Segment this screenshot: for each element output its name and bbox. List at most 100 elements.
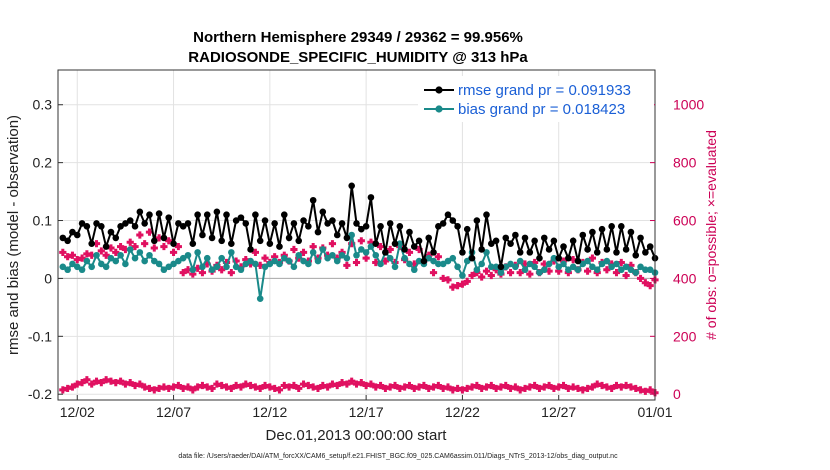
obs-count-point xyxy=(381,384,389,393)
obs-count-point xyxy=(348,240,356,248)
bias-point xyxy=(622,263,630,271)
rmse-point xyxy=(642,249,649,256)
bias-point xyxy=(88,263,96,271)
bias-point xyxy=(261,263,269,271)
obs-count-point xyxy=(502,381,510,390)
bias-point xyxy=(531,263,538,271)
obs-count-point xyxy=(516,386,524,394)
rmse-point xyxy=(261,217,269,224)
obs-count-point xyxy=(463,277,471,285)
bias-point xyxy=(83,257,91,265)
obs-count-point xyxy=(328,380,337,388)
obs-count-point xyxy=(636,386,645,394)
bias-point xyxy=(107,254,115,262)
rmse-point xyxy=(338,220,346,227)
rmse-point xyxy=(194,211,201,219)
bias-point xyxy=(237,266,245,274)
bias-point xyxy=(579,260,587,268)
rmse-point xyxy=(290,220,298,227)
obs-count-point xyxy=(372,383,380,391)
rmse-point xyxy=(521,234,529,242)
obs-count-point xyxy=(64,253,72,261)
obs-count-point xyxy=(343,261,351,269)
series-bias xyxy=(59,231,659,302)
obs-count-point xyxy=(251,383,259,391)
rmse-point xyxy=(88,240,96,247)
rmse-point xyxy=(285,234,293,242)
bias-point xyxy=(550,254,558,262)
legend-rmse-marker xyxy=(435,86,443,94)
obs-count-point xyxy=(641,387,649,395)
rmse-point xyxy=(386,220,394,227)
y-tick-label: 0 xyxy=(44,270,52,286)
bias-point xyxy=(372,251,380,259)
rmse-line xyxy=(62,185,656,267)
bias-point xyxy=(642,266,649,274)
bias-point xyxy=(112,257,120,265)
obs-count-point xyxy=(506,269,515,277)
obs-count-point xyxy=(348,377,356,385)
obs-count-point xyxy=(569,383,577,391)
rmse-point xyxy=(608,223,615,230)
rmse-point xyxy=(300,217,307,224)
y-right-tick-label: 600 xyxy=(673,213,697,229)
rmse-point xyxy=(83,223,91,230)
rmse-point xyxy=(348,182,355,190)
legend-box xyxy=(418,76,654,122)
obs-count-point xyxy=(179,384,187,393)
bias-point xyxy=(589,263,596,271)
obs-count-point xyxy=(449,283,457,291)
obs-count-point xyxy=(165,384,173,393)
obs-count-point xyxy=(222,258,231,267)
rmse-point xyxy=(295,237,303,245)
obs-count-point xyxy=(309,242,317,251)
obs-count-point xyxy=(64,384,72,393)
bias-line xyxy=(62,234,656,299)
bias-point xyxy=(646,266,654,274)
obs-count-point xyxy=(59,248,67,256)
bias-point xyxy=(98,260,105,268)
bias-point xyxy=(117,251,124,259)
obs-count-point xyxy=(415,245,423,254)
obs-count-point xyxy=(372,258,380,267)
obs-count-point xyxy=(169,248,178,256)
bias-point xyxy=(305,260,312,268)
bias-point xyxy=(300,257,307,265)
obs-count-point xyxy=(391,381,399,390)
obs-count-point xyxy=(425,384,433,393)
obs-count-point xyxy=(555,267,563,275)
rmse-point xyxy=(565,254,572,262)
rmse-point xyxy=(646,243,654,250)
rmse-point xyxy=(117,223,124,230)
obs-count-point xyxy=(213,380,221,388)
obs-count-point xyxy=(343,380,351,388)
rmse-point xyxy=(512,231,519,239)
rmse-point xyxy=(155,210,163,217)
obs-count-point xyxy=(145,384,154,393)
rmse-point xyxy=(406,228,413,236)
rmse-point xyxy=(150,237,158,245)
obs-count-point xyxy=(218,266,226,274)
bias-point xyxy=(348,231,355,239)
bias-point xyxy=(555,263,563,271)
rmse-point xyxy=(146,211,153,219)
obs-count-point xyxy=(165,237,173,245)
bias-point xyxy=(603,257,611,265)
bias-point xyxy=(406,260,413,268)
obs-count-point xyxy=(641,279,649,287)
rmse-point xyxy=(252,211,259,219)
rmse-point xyxy=(463,225,471,233)
y-tick-label: 0.3 xyxy=(33,97,53,113)
obs-count-point xyxy=(511,383,519,391)
bias-point xyxy=(497,269,505,276)
obs-count-point xyxy=(487,271,495,280)
bias-point xyxy=(627,266,635,274)
bias-point xyxy=(454,263,461,271)
rmse-point xyxy=(69,228,76,236)
bias-point xyxy=(362,249,370,256)
y-right-axis-ticks: 0 200 400 600 800 1000 xyxy=(650,97,704,402)
rmse-point xyxy=(333,231,341,239)
obs-count-point xyxy=(617,383,625,391)
obs-count-point xyxy=(583,267,592,275)
obs-count-point xyxy=(271,253,279,261)
